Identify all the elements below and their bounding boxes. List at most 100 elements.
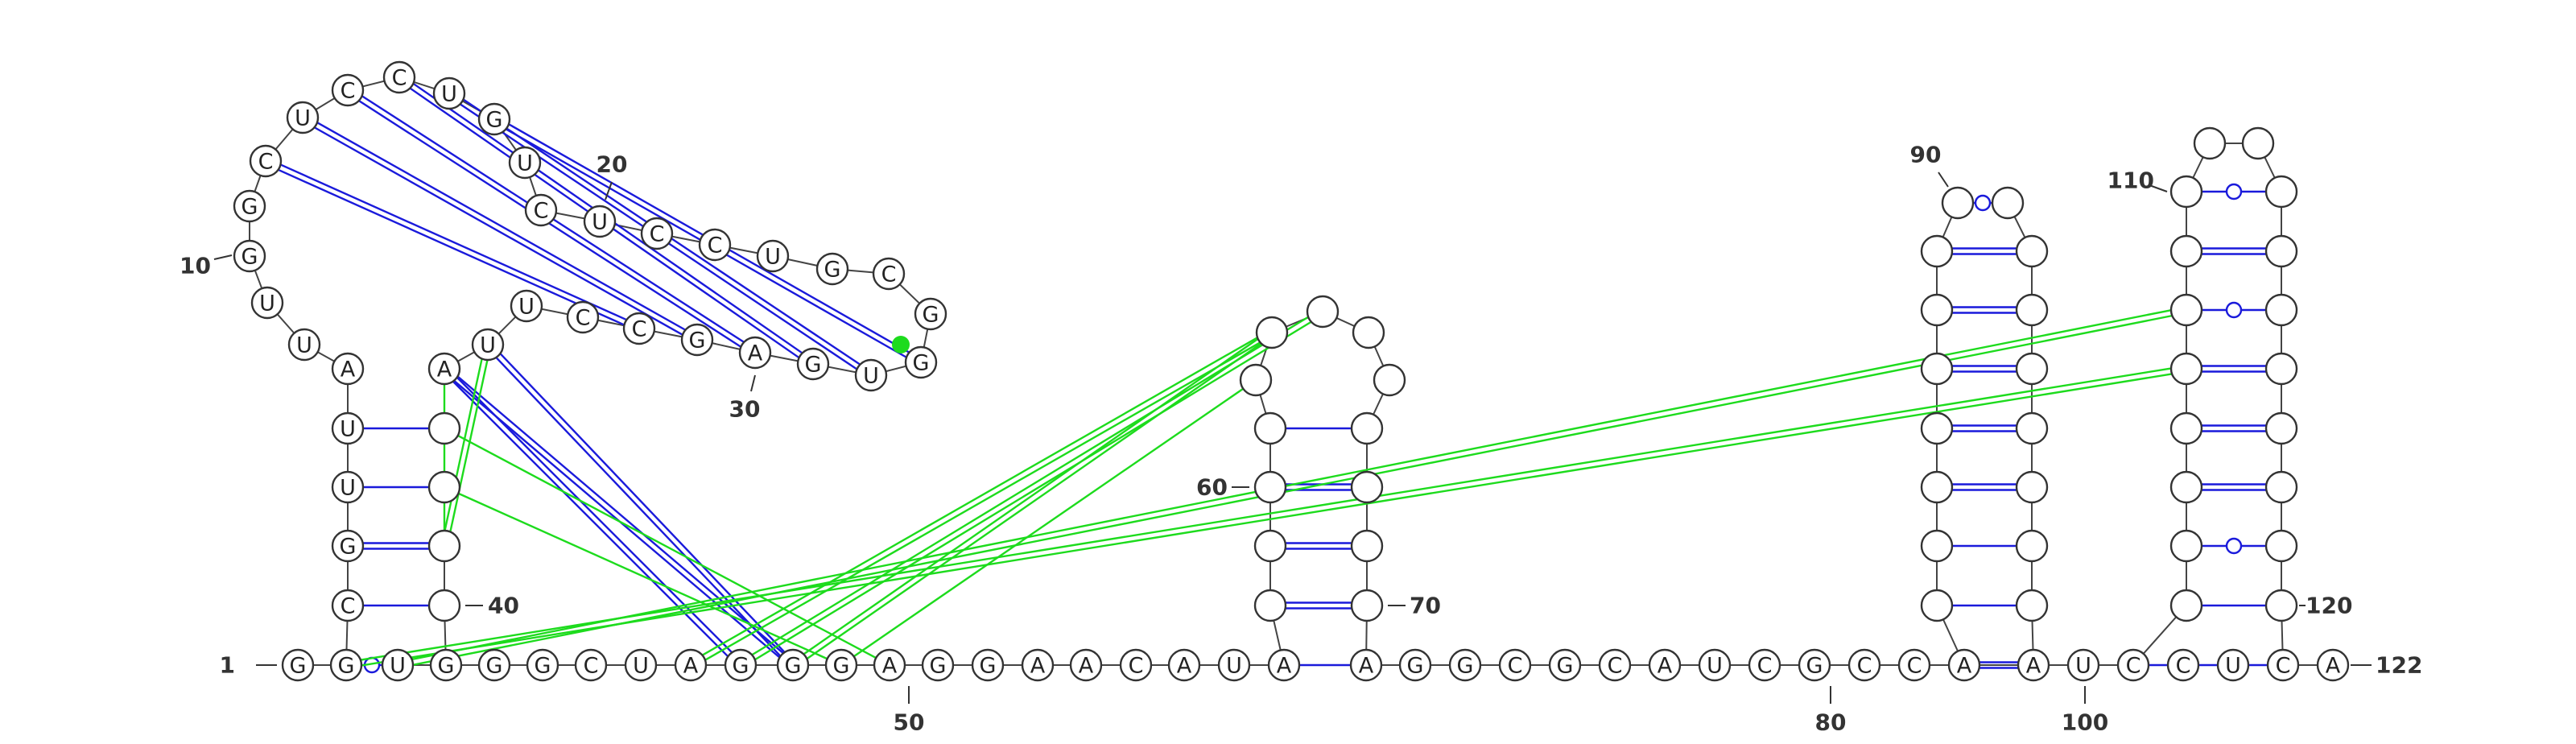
nucleotide	[1239, 363, 1273, 397]
nucleotide: G	[971, 648, 1005, 682]
nucleotide	[2169, 352, 2203, 386]
nucleotide	[1373, 363, 1406, 397]
nucleotide: G	[329, 648, 363, 682]
nucleotide-letter: A	[1030, 654, 1046, 679]
nucleotide	[1350, 589, 1384, 622]
nucleotide	[427, 470, 461, 504]
nucleotide-letter: C	[576, 306, 591, 331]
base-pair	[1952, 247, 2017, 255]
nucleotide: U	[286, 101, 320, 134]
nucleotide: U	[331, 470, 365, 504]
nucleotide: A	[331, 352, 365, 386]
nucleotide	[2169, 589, 2203, 622]
nucleotide	[1253, 589, 1287, 622]
nucleotide-letter: U	[295, 106, 311, 131]
nucleotide: G	[331, 529, 365, 563]
nucleotide	[1941, 186, 1975, 220]
nucleotide-letter: C	[1907, 654, 1922, 679]
wobble-marker	[2225, 301, 2243, 319]
base-pair	[2202, 424, 2266, 432]
nucleotide: C	[622, 312, 656, 345]
base-pair	[1952, 365, 2017, 373]
nucleotide	[2264, 352, 2298, 386]
nucleotide: U	[2216, 648, 2250, 682]
base-pair	[1952, 483, 2017, 491]
nucleotide	[2169, 175, 2203, 209]
nucleotide-letter: U	[441, 82, 457, 107]
nucleotide: A	[873, 648, 906, 682]
nucleotide-letter: C	[881, 262, 897, 287]
position-label: 100	[2062, 686, 2108, 736]
nucleotide-letter: U	[340, 476, 356, 501]
nucleotide: C	[1498, 648, 1532, 682]
nucleotide	[1991, 186, 2025, 220]
nucleotide: G	[233, 189, 266, 223]
nucleotide-letter: G	[486, 654, 503, 679]
position-number: 60	[1196, 474, 1228, 501]
nucleotide	[2264, 470, 2298, 504]
nucleotide	[2264, 293, 2298, 327]
base-pair	[444, 358, 489, 532]
position-label: 20	[597, 151, 627, 200]
nucleotide: A	[1947, 648, 1981, 682]
position-number: 80	[1815, 709, 1847, 736]
nucleotide	[2169, 411, 2203, 445]
nucleotide-letter: A	[1277, 654, 1292, 679]
nucleotide-letter: A	[1079, 654, 1094, 679]
nucleotide: U	[287, 328, 321, 362]
nucleotide: U	[756, 239, 790, 273]
nucleotide	[1255, 316, 1289, 349]
nucleotide	[2169, 234, 2203, 268]
nucleotide	[427, 589, 461, 622]
nucleotide: A	[674, 648, 708, 682]
position-number: 1	[220, 652, 235, 679]
base-pair	[2202, 365, 2266, 373]
nucleotide-letter: U	[1226, 654, 1242, 679]
wobble-marker	[1974, 194, 1992, 212]
nucleotide	[2264, 411, 2298, 445]
position-number: 120	[2306, 593, 2352, 619]
nucleotide-letter: A	[341, 358, 356, 382]
position-number: 122	[2376, 652, 2422, 679]
nucleotide-letter: C	[584, 654, 599, 679]
nucleotide-letter: G	[1457, 654, 1474, 679]
nucleotide	[1352, 316, 1385, 349]
nucleotide: U	[381, 648, 415, 682]
nucleotide-letter: C	[1857, 654, 1872, 679]
nucleotide: G	[1448, 648, 1482, 682]
position-label: 30	[729, 374, 760, 423]
nucleotide	[1920, 529, 1954, 563]
nucleotide: C	[574, 648, 608, 682]
nucleotide-letter: G	[535, 654, 551, 679]
base-pair	[1973, 194, 1992, 212]
nucleotide: G	[477, 648, 511, 682]
nucleotide-letter: A	[2326, 654, 2341, 679]
nucleotide-letter: C	[650, 222, 665, 247]
nucleotide: G	[281, 648, 315, 682]
nucleotide-letter: G	[913, 351, 930, 376]
nucleotide-letter: C	[2176, 654, 2191, 679]
base-pair	[803, 337, 1262, 660]
nucleotide: G	[815, 252, 849, 286]
base-pair	[751, 316, 1312, 661]
nucleotide: A	[2017, 648, 2050, 682]
position-label: 10	[180, 253, 233, 279]
nucleotide: U	[331, 411, 365, 445]
nucleotide: A	[1069, 648, 1103, 682]
base-pair	[702, 337, 1261, 661]
nucleotide-letter: U	[518, 295, 535, 320]
nucleotide	[2015, 293, 2049, 327]
nucleotide: A	[1021, 648, 1055, 682]
nucleotide	[1920, 352, 1954, 386]
nucleotide: A	[1349, 648, 1383, 682]
nucleotide: U	[250, 286, 284, 320]
nucleotide: G	[1398, 648, 1432, 682]
position-number: 50	[894, 709, 925, 736]
nucleotide	[2264, 234, 2298, 268]
nucleotide: G	[1798, 648, 1831, 682]
nucleotide	[1253, 470, 1287, 504]
nucleotide-letter: U	[259, 291, 275, 316]
wobble-marker	[2225, 537, 2243, 555]
nucleotide	[2264, 529, 2298, 563]
nucleotide	[2015, 234, 2049, 268]
